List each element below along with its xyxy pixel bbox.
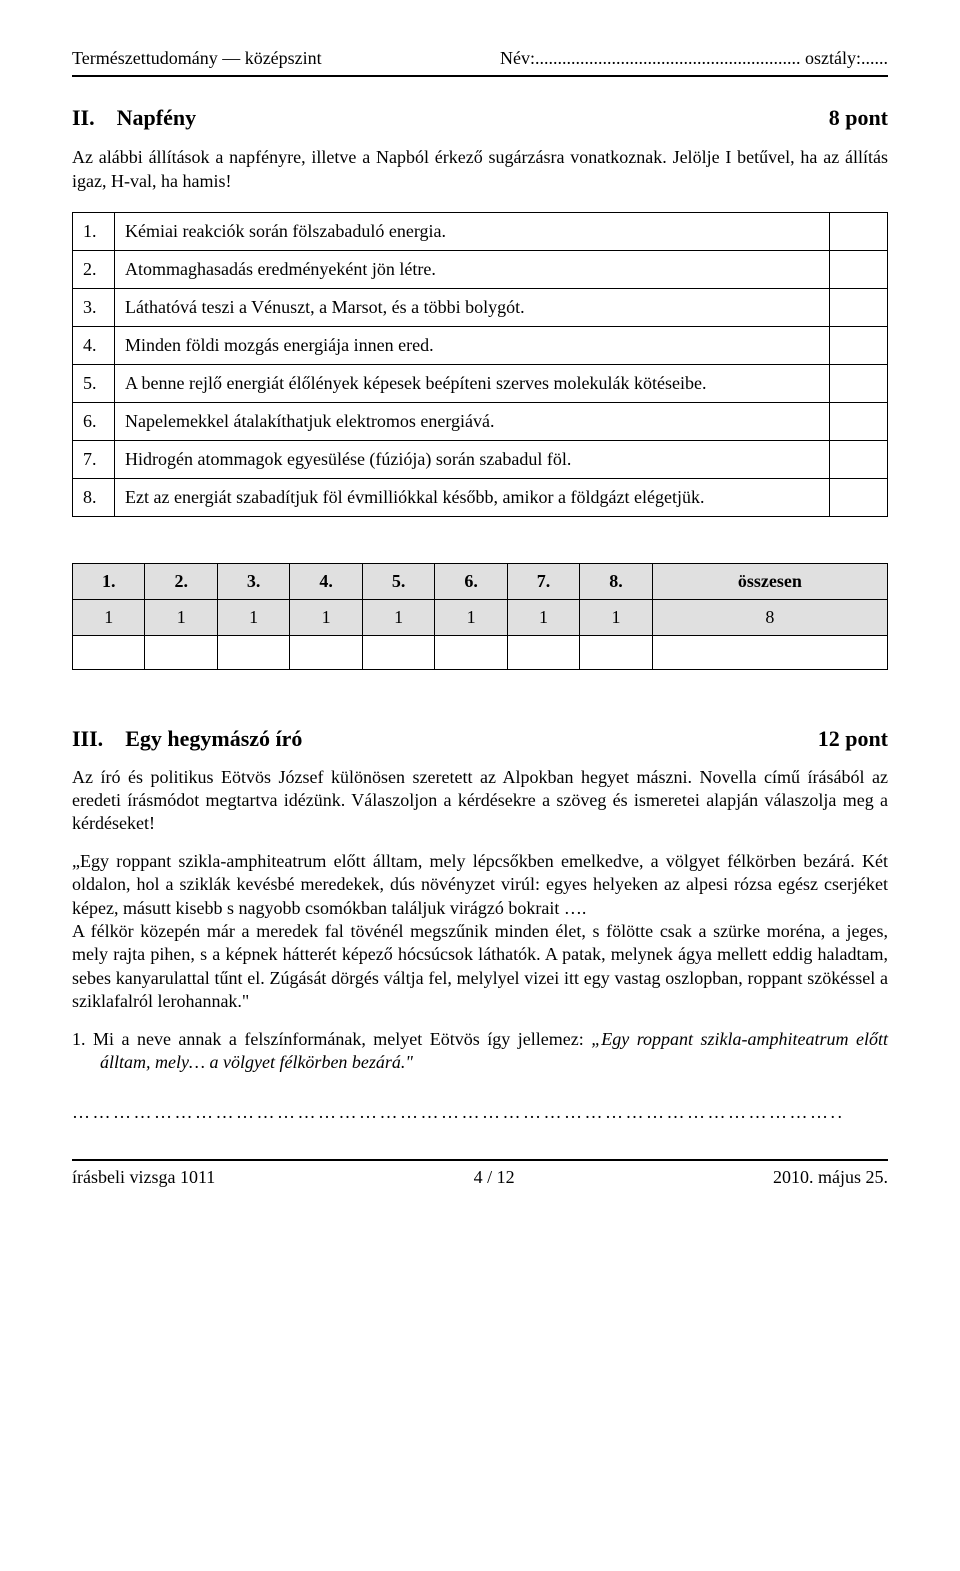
statement-text: Minden földi mozgás energiája innen ered… (115, 326, 830, 364)
score-table: 1.2.3.4.5.6.7.8.összesen 111111118 (72, 563, 888, 670)
statement-answer-cell (830, 478, 888, 516)
score-header-cell: 6. (435, 563, 507, 599)
statement-row: 8.Ezt az energiát szabadítjuk föl évmill… (73, 478, 888, 516)
section3-points: 12 pont (818, 726, 888, 752)
statement-row: 7.Hidrogén atommagok egyesülése (fúziója… (73, 440, 888, 478)
statement-text: Atommaghasadás eredményeként jön létre. (115, 250, 830, 288)
statement-answer-cell (830, 250, 888, 288)
section2-intro: Az alábbi állítások a napfényre, illetve… (72, 145, 888, 194)
page-footer: írásbeli vizsga 1011 4 / 12 2010. május … (72, 1161, 888, 1188)
section2-heading: II. Napfény 8 pont (72, 105, 888, 131)
statement-row: 4.Minden földi mozgás energiája innen er… (73, 326, 888, 364)
statement-row: 5.A benne rejlő energiát élőlények képes… (73, 364, 888, 402)
score-value-cell: 1 (435, 599, 507, 635)
score-empty-cell (435, 635, 507, 669)
score-header-cell: 2. (145, 563, 217, 599)
score-value-cell: 1 (580, 599, 652, 635)
score-empty-cell (73, 635, 145, 669)
footer-right: 2010. május 25. (773, 1167, 888, 1188)
statement-row: 1.Kémiai reakciók során fölszabaduló ene… (73, 212, 888, 250)
score-value-cell: 1 (290, 599, 362, 635)
footer-center: 4 / 12 (474, 1167, 515, 1188)
statement-number: 6. (73, 402, 115, 440)
score-empty-cell (217, 635, 289, 669)
statement-number: 1. (73, 212, 115, 250)
statement-number: 7. (73, 440, 115, 478)
section3-heading: III. Egy hegymászó író 12 pont (72, 726, 888, 752)
statement-answer-cell (830, 288, 888, 326)
statement-row: 6.Napelemekkel átalakíthatjuk elektromos… (73, 402, 888, 440)
score-value-cell: 1 (217, 599, 289, 635)
section3-intro: Az író és politikus Eötvös József különö… (72, 766, 888, 836)
header-name-class: Név:....................................… (500, 48, 888, 69)
statement-answer-cell (830, 364, 888, 402)
section3-quote: „Egy roppant szikla-amphiteatrum előtt á… (72, 850, 888, 1014)
footer-left: írásbeli vizsga 1011 (72, 1167, 215, 1188)
score-header-cell: 8. (580, 563, 652, 599)
score-value-cell: 1 (73, 599, 145, 635)
statement-number: 8. (73, 478, 115, 516)
statement-answer-cell (830, 440, 888, 478)
quote-part2: A félkör közepén már a meredek fal tövén… (72, 921, 888, 1011)
score-empty-cell (290, 635, 362, 669)
score-header-cell: 7. (507, 563, 579, 599)
score-empty-cell (507, 635, 579, 669)
section2-title: Napfény (117, 105, 196, 130)
section3-title: Egy hegymászó író (125, 726, 302, 751)
score-empty-cell (652, 635, 887, 669)
answer-line: ………………………………………………………………………………………………….. (72, 1102, 888, 1123)
page: Természettudomány — középszint Név:.....… (0, 0, 960, 1571)
statement-text: Napelemekkel átalakíthatjuk elektromos e… (115, 402, 830, 440)
score-value-cell: 1 (507, 599, 579, 635)
statement-text: Láthatóvá teszi a Vénuszt, a Marsot, és … (115, 288, 830, 326)
statement-row: 2.Atommaghasadás eredményeként jön létre… (73, 250, 888, 288)
header-subject: Természettudomány — középszint (72, 48, 322, 69)
section2-number: II. (72, 105, 95, 130)
statement-text: Hidrogén atommagok egyesülése (fúziója) … (115, 440, 830, 478)
statement-number: 3. (73, 288, 115, 326)
statement-answer-cell (830, 326, 888, 364)
score-header-cell: 1. (73, 563, 145, 599)
score-header-cell: 4. (290, 563, 362, 599)
statement-answer-cell (830, 212, 888, 250)
quote-part1: „Egy roppant szikla-amphiteatrum előtt á… (72, 851, 888, 918)
score-empty-cell (362, 635, 434, 669)
score-value-cell: 1 (145, 599, 217, 635)
score-empty-cell (145, 635, 217, 669)
statement-number: 5. (73, 364, 115, 402)
score-value-cell: 8 (652, 599, 887, 635)
statement-number: 2. (73, 250, 115, 288)
statement-number: 4. (73, 326, 115, 364)
statement-text: Ezt az energiát szabadítjuk föl évmillió… (115, 478, 830, 516)
score-header-cell: 3. (217, 563, 289, 599)
section3-number: III. (72, 726, 103, 751)
score-empty-cell (580, 635, 652, 669)
statement-row: 3.Láthatóvá teszi a Vénuszt, a Marsot, é… (73, 288, 888, 326)
score-value-cell: 1 (362, 599, 434, 635)
section2-points: 8 pont (829, 105, 888, 131)
score-header-cell: összesen (652, 563, 887, 599)
statement-answer-cell (830, 402, 888, 440)
statement-text: A benne rejlő energiát élőlények képesek… (115, 364, 830, 402)
page-header: Természettudomány — középszint Név:.....… (72, 48, 888, 69)
q1-lead: 1. Mi a neve annak a felszínformának, me… (72, 1029, 584, 1049)
question-1: 1. Mi a neve annak a felszínformának, me… (72, 1028, 888, 1075)
statement-text: Kémiai reakciók során fölszabaduló energ… (115, 212, 830, 250)
statements-table: 1.Kémiai reakciók során fölszabaduló ene… (72, 212, 888, 517)
header-rule (72, 75, 888, 77)
score-header-cell: 5. (362, 563, 434, 599)
